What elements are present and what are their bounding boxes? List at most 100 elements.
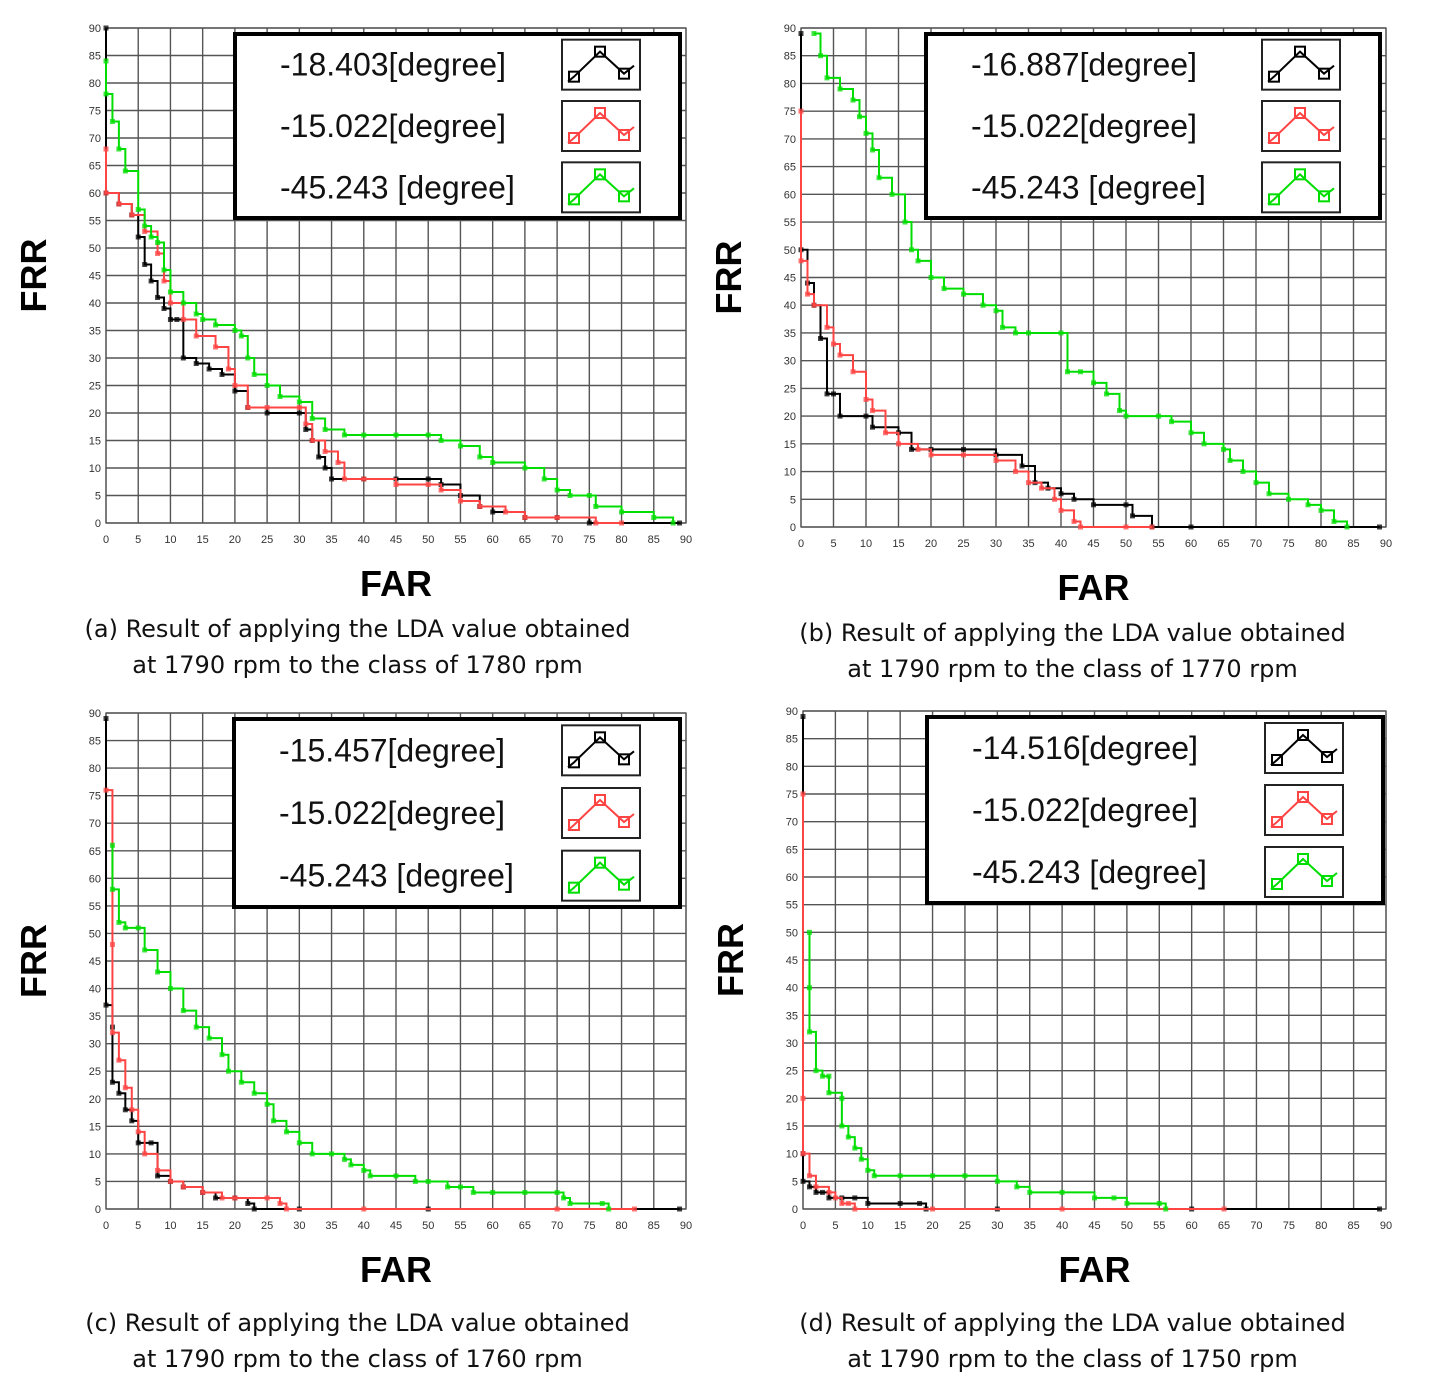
data-point bbox=[928, 452, 934, 458]
y-tick-label: 60 bbox=[89, 873, 101, 885]
data-point bbox=[180, 1184, 186, 1190]
data-point bbox=[806, 1173, 812, 1179]
data-point bbox=[806, 985, 812, 991]
data-point bbox=[155, 969, 161, 975]
series-line bbox=[808, 932, 1167, 1209]
data-point bbox=[1026, 330, 1031, 336]
legend-swatch-line bbox=[567, 861, 635, 894]
data-point bbox=[832, 1195, 838, 1201]
data-point bbox=[142, 1151, 148, 1157]
x-tick-label: 50 bbox=[1120, 538, 1132, 550]
data-point bbox=[806, 1029, 812, 1035]
data-point bbox=[850, 369, 856, 375]
data-point bbox=[941, 286, 947, 292]
legend-label: -18.403[degree] bbox=[280, 47, 506, 83]
x-tick-label: 35 bbox=[325, 534, 337, 546]
legend-swatch-marker bbox=[618, 878, 630, 891]
data-point bbox=[264, 1101, 270, 1107]
legend-swatch-marker bbox=[594, 856, 606, 869]
x-tick-label: 40 bbox=[1056, 1220, 1068, 1232]
data-point bbox=[167, 317, 173, 322]
y-tick-label: 75 bbox=[89, 791, 101, 803]
legend-swatch-marker bbox=[618, 753, 630, 766]
data-point bbox=[296, 405, 302, 410]
data-point bbox=[839, 1095, 845, 1101]
legend-swatch-line bbox=[1270, 733, 1338, 766]
legend-swatch-line bbox=[1267, 172, 1335, 206]
legend-swatch-marker bbox=[1268, 193, 1280, 206]
y-tick-label: 75 bbox=[784, 106, 796, 118]
x-tick-label: 65 bbox=[1217, 538, 1229, 550]
x-tick-label: 55 bbox=[1153, 1220, 1165, 1232]
data-point bbox=[962, 1173, 968, 1179]
caption-d-line1: (d) Result of applying the LDA value obt… bbox=[799, 1309, 1346, 1337]
x-tick-label: 15 bbox=[197, 1220, 209, 1232]
data-point bbox=[1078, 369, 1083, 375]
data-point bbox=[155, 240, 161, 245]
data-point bbox=[142, 223, 148, 229]
y-tick-label: 70 bbox=[89, 818, 101, 830]
data-point bbox=[1331, 518, 1337, 524]
data-point bbox=[1266, 491, 1272, 497]
caption-a-line2: at 1790 rpm to the class of 1780 rpm bbox=[132, 651, 583, 679]
y-tick-label: 75 bbox=[786, 789, 798, 801]
data-point bbox=[593, 504, 599, 509]
y-axis-title-b: FRR bbox=[708, 241, 749, 315]
y-tick-label: 25 bbox=[89, 381, 101, 393]
data-point bbox=[309, 1151, 315, 1157]
data-point bbox=[567, 1200, 573, 1206]
y-tick-label: 0 bbox=[95, 1204, 101, 1216]
data-point bbox=[837, 352, 843, 358]
data-point bbox=[824, 75, 830, 81]
series-b-2 bbox=[811, 31, 1350, 530]
y-tick-label: 50 bbox=[89, 243, 101, 255]
caption-c-line1: (c) Result of applying the LDA value obt… bbox=[85, 1309, 630, 1337]
panel-a: 0 5 10 15 20 25 30 35 40 45 50 55 60 65 70 75 80 85 90 0 5 10… bbox=[0, 0, 715, 697]
series-a-1 bbox=[103, 146, 625, 526]
data-point bbox=[103, 787, 109, 793]
legend-swatch-marker bbox=[1318, 129, 1330, 141]
data-point bbox=[219, 1052, 225, 1058]
data-point bbox=[277, 394, 283, 399]
legend-label: -15.022[degree] bbox=[279, 795, 505, 831]
data-point bbox=[798, 108, 804, 114]
legend-swatch-marker bbox=[1321, 875, 1333, 887]
data-point bbox=[1123, 524, 1129, 530]
series-b-0 bbox=[798, 31, 1382, 530]
data-point bbox=[122, 1107, 128, 1113]
x-tick-label: 70 bbox=[1250, 538, 1262, 550]
data-point bbox=[852, 1206, 858, 1212]
data-point bbox=[1123, 413, 1129, 419]
data-point bbox=[193, 361, 199, 366]
data-point bbox=[554, 515, 560, 520]
data-point bbox=[845, 1134, 851, 1140]
y-tick-label: 35 bbox=[786, 1010, 798, 1022]
data-point bbox=[425, 1178, 431, 1184]
data-point bbox=[1013, 469, 1018, 475]
data-point bbox=[831, 391, 836, 397]
caption-b-line1: (b) Result of applying the LDA value obt… bbox=[799, 619, 1346, 647]
data-point bbox=[225, 1068, 231, 1074]
data-point bbox=[651, 515, 657, 520]
data-point bbox=[316, 454, 322, 460]
data-point bbox=[116, 919, 122, 925]
x-tick-label: 25 bbox=[261, 534, 273, 546]
y-tick-label: 20 bbox=[784, 411, 796, 423]
data-point bbox=[457, 1184, 463, 1190]
data-point bbox=[438, 487, 444, 493]
data-point bbox=[522, 1189, 528, 1195]
data-point bbox=[167, 300, 173, 306]
data-point bbox=[1104, 391, 1109, 397]
y-tick-label: 35 bbox=[89, 1011, 101, 1023]
data-point bbox=[871, 1173, 877, 1179]
y-tick-label: 30 bbox=[786, 1038, 798, 1050]
x-tick-label: 70 bbox=[1250, 1220, 1262, 1232]
legend-swatch-icon bbox=[1261, 38, 1341, 91]
data-point bbox=[993, 457, 999, 463]
y-tick-label: 45 bbox=[89, 271, 101, 283]
data-point bbox=[251, 1206, 257, 1212]
legend-swatch-line bbox=[567, 172, 635, 206]
x-tick-label: 20 bbox=[229, 534, 241, 546]
data-point bbox=[857, 114, 862, 120]
y-tick-label: 15 bbox=[89, 436, 101, 448]
